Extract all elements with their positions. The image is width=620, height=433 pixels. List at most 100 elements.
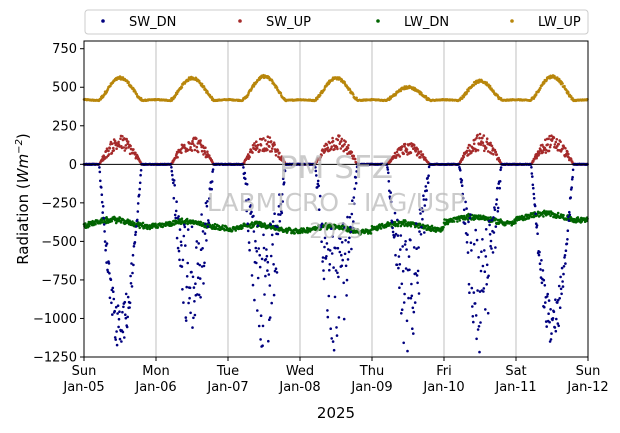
data-point <box>462 155 466 159</box>
data-point <box>485 137 489 140</box>
data-point <box>275 86 279 89</box>
data-point <box>323 144 326 148</box>
data-point <box>170 166 173 169</box>
data-point <box>200 82 204 86</box>
legend-marker <box>238 19 242 23</box>
watermark-line-1: PM SFZ <box>279 150 393 186</box>
data-point <box>396 234 400 237</box>
data-point <box>400 145 404 148</box>
data-point <box>560 292 563 296</box>
data-point <box>466 146 470 150</box>
data-point <box>418 230 421 233</box>
data-point <box>415 274 419 277</box>
data-point <box>465 149 469 153</box>
data-point <box>331 340 335 343</box>
data-point <box>346 146 350 150</box>
data-point <box>107 153 111 156</box>
data-point <box>189 146 192 149</box>
data-point <box>541 151 545 154</box>
data-point <box>190 270 193 274</box>
legend-marker <box>510 19 514 23</box>
data-point <box>539 86 542 90</box>
data-point <box>101 211 104 214</box>
data-point <box>121 310 124 314</box>
data-point <box>276 232 280 236</box>
data-point <box>326 146 330 149</box>
data-point <box>112 149 116 152</box>
data-point <box>344 264 348 268</box>
data-point <box>473 302 477 305</box>
data-point <box>259 338 262 341</box>
x-tick-label-date: Jan-06 <box>134 380 176 395</box>
data-point <box>532 186 535 190</box>
data-point <box>467 220 470 224</box>
data-point <box>321 260 324 263</box>
data-point <box>88 224 91 228</box>
data-point <box>553 326 557 329</box>
data-point <box>498 186 502 190</box>
data-point <box>331 136 334 140</box>
data-point <box>532 197 536 200</box>
data-point <box>542 278 546 282</box>
data-point <box>546 143 549 146</box>
data-point <box>496 186 499 190</box>
data-point <box>190 149 194 152</box>
data-point <box>476 133 479 137</box>
data-point <box>468 216 472 220</box>
data-point <box>188 286 192 290</box>
data-point <box>470 286 474 290</box>
data-point <box>481 264 485 268</box>
data-point <box>185 285 188 289</box>
data-point <box>469 241 473 244</box>
data-point <box>476 328 480 331</box>
y-tick-label: −500 <box>41 235 77 250</box>
data-point <box>275 271 279 274</box>
data-point <box>405 319 409 323</box>
data-point <box>499 166 503 169</box>
data-point <box>265 254 269 258</box>
data-point <box>544 148 548 152</box>
data-point <box>276 149 280 152</box>
data-point <box>405 248 408 251</box>
data-point <box>492 231 496 234</box>
data-point <box>412 143 416 147</box>
data-point <box>498 158 502 162</box>
data-point <box>484 228 488 231</box>
data-point <box>261 324 265 328</box>
data-point <box>547 299 551 302</box>
data-point <box>199 143 203 146</box>
data-point <box>199 139 202 142</box>
data-point <box>549 308 552 311</box>
data-point <box>259 314 263 318</box>
data-point <box>331 139 335 143</box>
data-point <box>266 135 270 138</box>
data-point <box>408 268 411 272</box>
data-point <box>486 311 490 315</box>
data-point <box>122 146 126 149</box>
data-point <box>499 168 502 172</box>
data-point <box>270 301 274 305</box>
data-point <box>181 258 185 262</box>
data-point <box>204 222 207 226</box>
data-point <box>129 282 133 285</box>
data-point <box>196 142 200 145</box>
data-point <box>532 160 535 163</box>
data-point <box>543 284 547 287</box>
data-point <box>269 254 273 258</box>
data-point <box>401 245 405 248</box>
data-point <box>485 263 489 267</box>
data-point <box>340 139 343 143</box>
data-point <box>532 192 536 196</box>
data-point <box>257 247 261 250</box>
data-point <box>490 247 493 250</box>
data-point <box>126 142 129 146</box>
data-point <box>400 282 404 286</box>
data-point <box>98 166 101 169</box>
data-point <box>348 88 352 91</box>
data-point <box>122 305 125 309</box>
data-point <box>416 269 420 273</box>
data-point <box>540 281 544 285</box>
data-point <box>494 246 497 249</box>
x-tick-label-day: Sun <box>72 364 97 379</box>
data-point <box>128 301 132 305</box>
